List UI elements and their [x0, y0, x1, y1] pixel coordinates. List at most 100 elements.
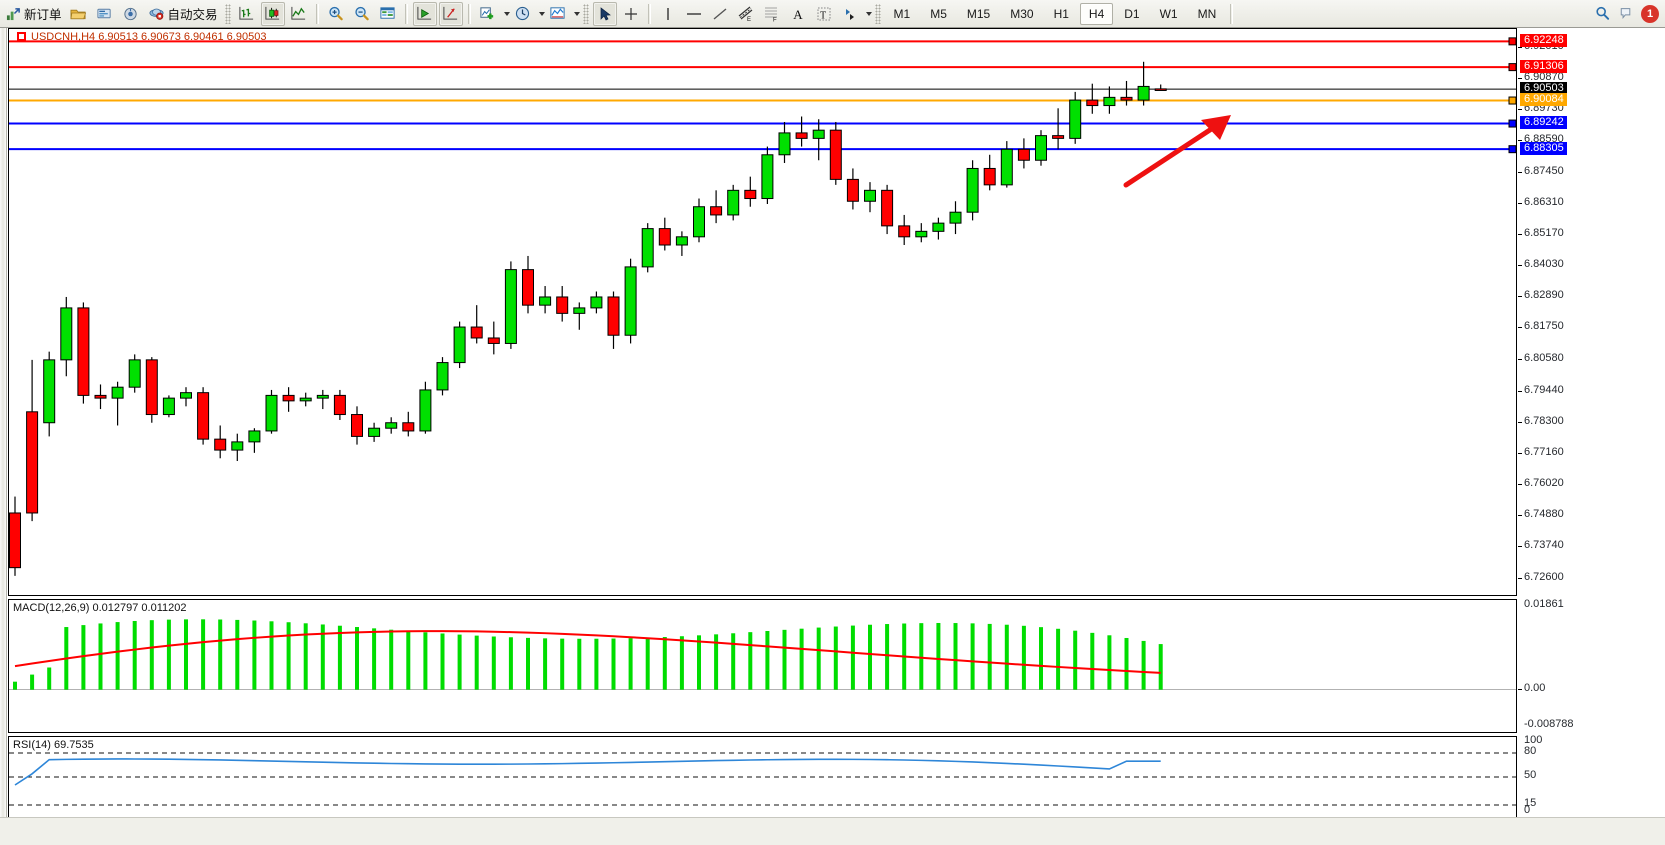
- toolbar-sep-4: [647, 3, 651, 24]
- macd-axis[interactable]: 0.01861 0.00 -0.008788: [1518, 599, 1665, 733]
- macd-bar: [1004, 624, 1009, 690]
- price-tick-label: 6.78300: [1524, 414, 1564, 427]
- price-tickmark: [1518, 233, 1522, 235]
- level-resistance-2-flag[interactable]: 6.91306: [1520, 59, 1567, 73]
- candle: [624, 266, 637, 336]
- timeframe-w1[interactable]: W1: [1159, 6, 1178, 21]
- toolbar-grip-3: [874, 3, 881, 24]
- text-button[interactable]: A: [786, 2, 810, 26]
- macd-tick-label: 0.00: [1524, 681, 1546, 694]
- rsi-pane[interactable]: RSI(14) 69.7535: [8, 736, 1517, 818]
- macd-bar: [1141, 640, 1146, 690]
- timeframe-dropdown-arrow[interactable]: [538, 11, 545, 16]
- shapes-button[interactable]: [838, 2, 862, 26]
- bar-chart-button[interactable]: [235, 2, 259, 26]
- timeframe-mn[interactable]: MN: [1197, 6, 1217, 21]
- chart-shift-button[interactable]: [412, 1, 437, 26]
- candle: [180, 392, 192, 399]
- cursor-button[interactable]: [592, 1, 617, 26]
- macd-bar: [885, 624, 890, 690]
- current-price-flag[interactable]: 6.90503: [1520, 81, 1567, 95]
- candlestick-chart-button[interactable]: [260, 1, 285, 26]
- terminal-button[interactable]: [93, 2, 117, 26]
- candle: [504, 269, 517, 344]
- macd-bar: [491, 636, 496, 690]
- macd-bar: [389, 629, 394, 690]
- macd-bar: [662, 637, 667, 690]
- timeframe-m15[interactable]: M15: [966, 6, 991, 21]
- price-axis[interactable]: 6.920106.908706.897306.885906.874506.863…: [1518, 28, 1665, 596]
- data-window-button[interactable]: [376, 2, 400, 26]
- rsi-axis[interactable]: 100 80 50 15 0: [1518, 735, 1665, 818]
- macd-bar: [611, 638, 616, 690]
- autotrading-button[interactable]: 自动交易: [145, 2, 221, 26]
- vline-button[interactable]: [656, 2, 680, 26]
- macd-pane[interactable]: MACD(12,26,9) 0.012797 0.011202: [8, 599, 1517, 733]
- price-tickmark: [1518, 390, 1522, 392]
- alert-count-badge[interactable]: 1: [1641, 4, 1659, 23]
- timeframe-m5[interactable]: M5: [930, 6, 947, 21]
- hline-button[interactable]: [682, 2, 706, 26]
- status-bar: [0, 817, 1665, 845]
- new-order-label: 新订单: [24, 8, 62, 22]
- candle: [658, 228, 671, 246]
- crosshair-button[interactable]: [619, 2, 643, 26]
- equidistant-channel-button[interactable]: E: [734, 2, 758, 26]
- candle: [128, 359, 141, 388]
- price-tick-label: 6.79440: [1524, 383, 1564, 396]
- candle: [470, 326, 483, 339]
- folder-button[interactable]: [67, 2, 91, 26]
- price-pane[interactable]: USDCNH,H4 6.90513 6.90673 6.90461 6.9050…: [8, 28, 1517, 596]
- auto-scroll-button[interactable]: [438, 1, 463, 26]
- zoom-out-icon: [355, 6, 369, 21]
- candle: [641, 228, 654, 268]
- macd-bar: [731, 633, 736, 690]
- candle: [1137, 85, 1150, 101]
- alerts-button[interactable]: [1616, 2, 1640, 26]
- level-pivot-flag[interactable]: 6.90084: [1520, 93, 1567, 107]
- candle: [864, 189, 876, 202]
- macd-label: MACD(12,26,9) 0.012797 0.011202: [13, 602, 187, 614]
- timeframe-d1[interactable]: D1: [1124, 6, 1140, 21]
- timeframe-h4[interactable]: H4: [1079, 2, 1114, 25]
- search-button[interactable]: [1590, 2, 1614, 26]
- level-support-2-flag[interactable]: 6.88305: [1520, 141, 1567, 155]
- svg-text:F: F: [773, 17, 777, 22]
- indicators-icon: [550, 7, 565, 19]
- price-tickmark: [1518, 171, 1522, 173]
- macd-bar: [372, 628, 377, 690]
- level-resistance-1-flag[interactable]: 6.92248: [1520, 33, 1567, 47]
- candle: [231, 441, 244, 451]
- search-icon: [1595, 6, 1609, 20]
- text-icon: A: [793, 7, 803, 22]
- macd-bar: [98, 623, 103, 690]
- candle: [43, 359, 56, 424]
- text-label-icon: T: [817, 7, 831, 21]
- terminal-icon: [97, 8, 111, 18]
- macd-bar: [1124, 637, 1129, 690]
- candle: [1017, 148, 1030, 161]
- timeframe-m1[interactable]: M1: [893, 6, 911, 21]
- indicators-dropdown-arrow[interactable]: [573, 11, 580, 16]
- zoom-in-button[interactable]: [324, 2, 348, 26]
- fibonacci-button[interactable]: F: [760, 2, 784, 26]
- new-chart-dropdown-arrow[interactable]: [503, 11, 510, 16]
- zoom-out-button[interactable]: [350, 2, 374, 26]
- trendline-button[interactable]: [708, 2, 732, 26]
- level-support-1-flag[interactable]: 6.89242: [1520, 116, 1567, 130]
- text-label-button[interactable]: T: [812, 2, 836, 26]
- timeframe-clock-button[interactable]: [511, 2, 535, 26]
- timeframe-m30[interactable]: M30: [1010, 6, 1034, 21]
- macd-bar: [115, 622, 120, 690]
- new-chart-button[interactable]: [476, 2, 500, 26]
- new-order-button[interactable]: 新订单: [3, 2, 65, 26]
- timeframe-h1[interactable]: H1: [1053, 6, 1069, 21]
- chart-left-grip: [0, 28, 7, 817]
- macd-bar: [594, 638, 599, 690]
- autotrading-icon: [148, 8, 164, 20]
- navigator-button[interactable]: [119, 2, 143, 26]
- line-chart-button[interactable]: [287, 2, 311, 26]
- indicators-button[interactable]: [546, 2, 570, 26]
- bar-chart-icon: [239, 6, 254, 20]
- shapes-dropdown-arrow[interactable]: [865, 11, 872, 16]
